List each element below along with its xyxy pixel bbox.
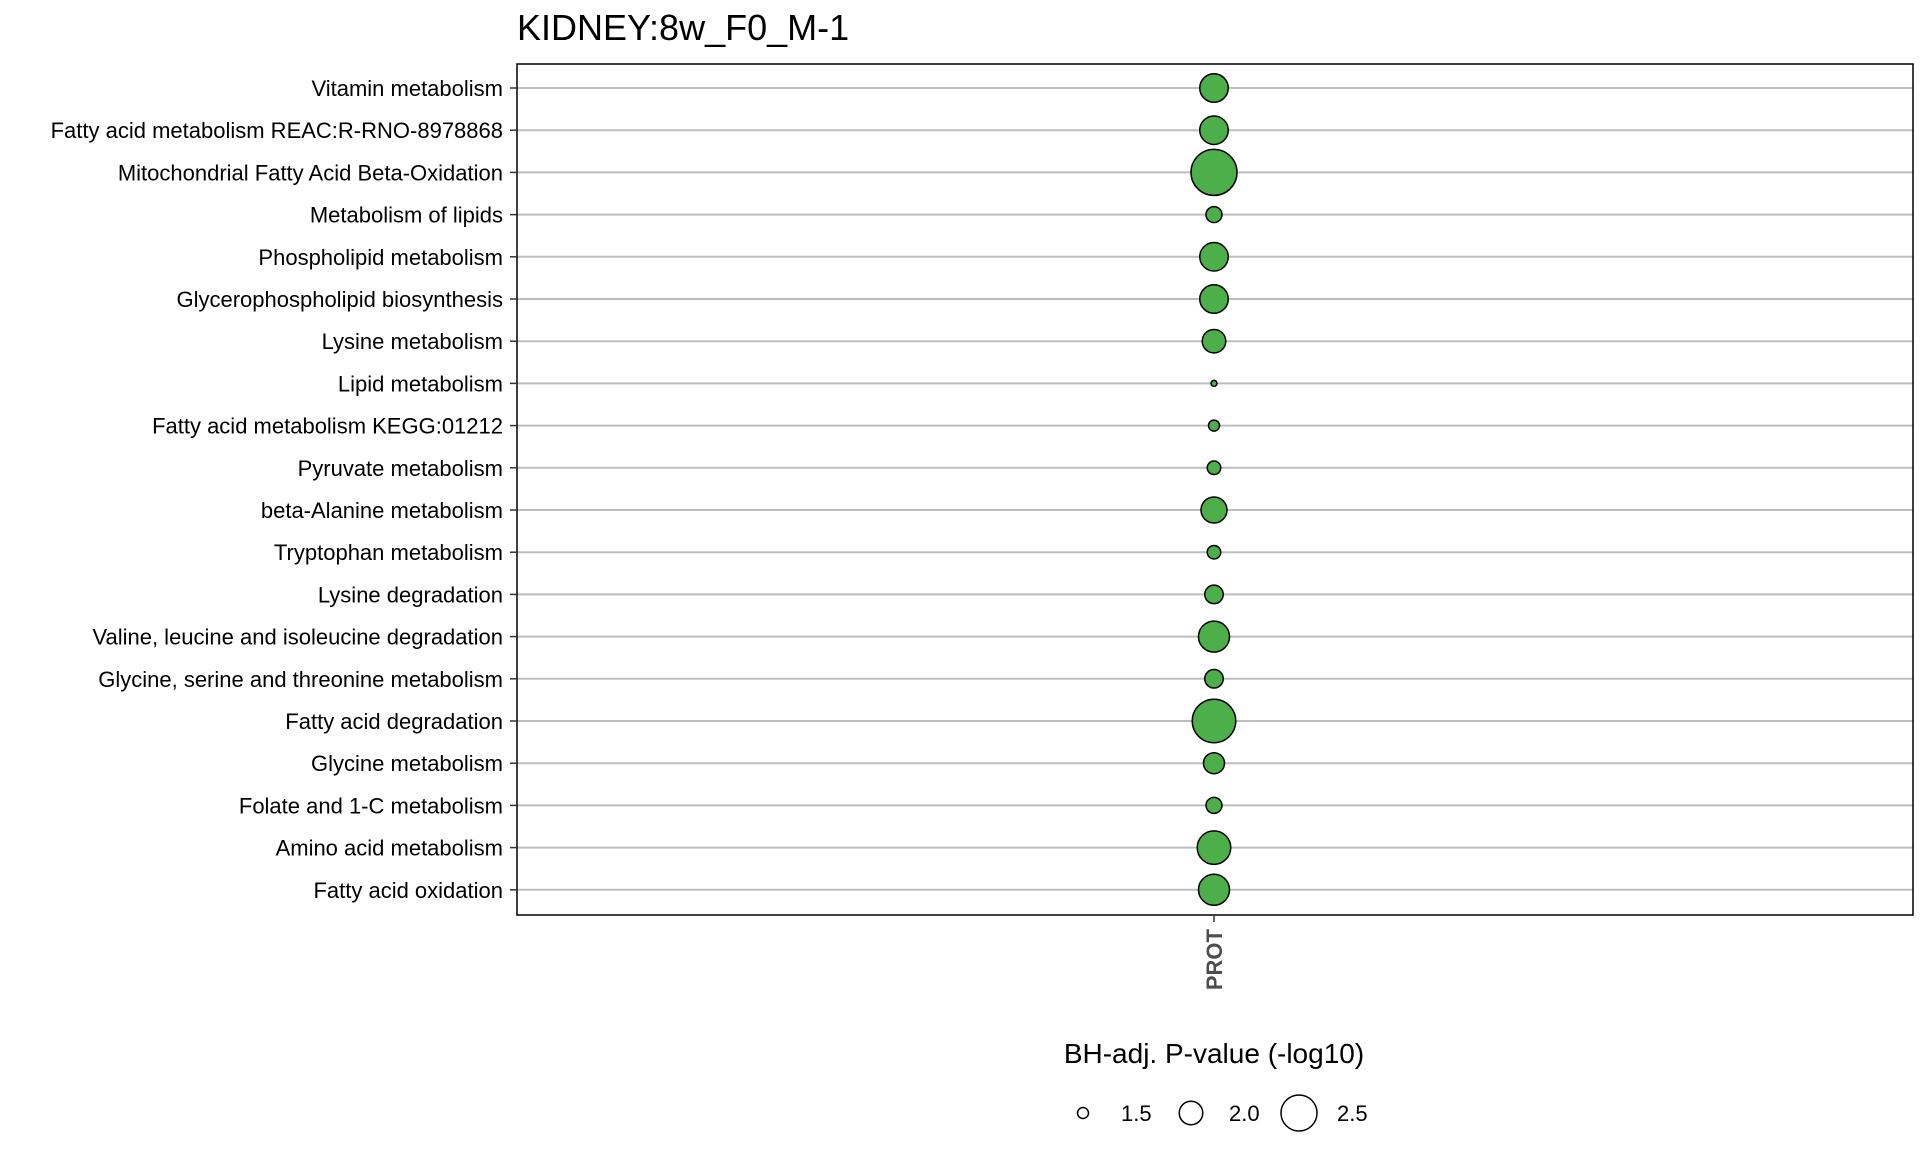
y-tick-label: Amino acid metabolism [276, 836, 503, 861]
legend-key [1280, 1094, 1318, 1132]
data-point [1202, 751, 1226, 775]
y-tick-label: Glycine, serine and threonine metabolism [98, 667, 503, 692]
data-point [1201, 328, 1227, 354]
legend-key [1178, 1100, 1204, 1126]
y-tick-label: Lysine metabolism [322, 329, 503, 354]
y-tick-label: beta-Alanine metabolism [261, 498, 503, 523]
y-tick-label: Vitamin metabolism [311, 76, 503, 101]
y-tick-label: Metabolism of lipids [310, 203, 503, 228]
y-tick-label: Fatty acid degradation [285, 709, 503, 734]
data-point [1197, 620, 1231, 653]
data-point [1205, 796, 1223, 815]
data-point [1199, 73, 1229, 103]
data-point [1190, 148, 1238, 197]
data-point [1206, 460, 1222, 476]
y-tick-label: Tryptophan metabolism [274, 540, 503, 565]
legend-label: 2.5 [1337, 1101, 1368, 1126]
panel-border [516, 63, 1914, 916]
y-tick-label: Glycine metabolism [311, 751, 503, 776]
legend-key [1076, 1106, 1090, 1120]
y-tick-label: Lipid metabolism [338, 371, 503, 396]
data-points [1190, 73, 1238, 907]
y-tick-label: Lysine degradation [318, 582, 503, 607]
chart-title: KIDNEY:8w_F0_M-1 [517, 7, 849, 48]
data-point [1199, 115, 1229, 146]
data-point [1204, 584, 1224, 605]
x-axis: PROT [1202, 915, 1227, 990]
data-point [1196, 830, 1232, 866]
legend-title: BH-adj. P-value (-log10) [1064, 1038, 1364, 1069]
legend-label: 1.5 [1121, 1101, 1152, 1126]
y-tick-label: Fatty acid metabolism REAC:R-RNO-8978868 [51, 118, 503, 143]
data-point [1204, 668, 1224, 689]
y-tick-label: Glycerophospholipid biosynthesis [176, 287, 503, 312]
legend-items: 1.5 2.0 2.5 [1076, 1094, 1368, 1132]
y-tick-label: Valine, leucine and isoleucine degradati… [92, 625, 503, 650]
data-point [1197, 873, 1231, 907]
y-tick-label: Folate and 1-C metabolism [239, 793, 503, 818]
x-tick-label: PROT [1202, 928, 1227, 990]
y-tick-label: Fatty acid oxidation [313, 878, 503, 903]
data-point [1207, 419, 1221, 432]
y-axis: Vitamin metabolism Fatty acid metabolism … [51, 76, 517, 903]
data-point [1210, 379, 1218, 388]
data-point [1205, 205, 1223, 224]
y-tick-label: Pyruvate metabolism [298, 456, 503, 481]
data-point [1206, 544, 1222, 560]
data-point [1199, 241, 1229, 272]
y-tick-label: Fatty acid metabolism KEGG:01212 [152, 414, 503, 439]
data-point [1191, 698, 1237, 744]
data-point [1200, 496, 1228, 524]
size-legend: BH-adj. P-value (-log10) 1.5 2.0 2.5 [1064, 1038, 1368, 1132]
legend-label: 2.0 [1229, 1101, 1260, 1126]
data-point [1199, 284, 1229, 314]
y-tick-label: Phospholipid metabolism [258, 245, 503, 270]
y-tick-label: Mitochondrial Fatty Acid Beta-Oxidation [118, 160, 503, 185]
